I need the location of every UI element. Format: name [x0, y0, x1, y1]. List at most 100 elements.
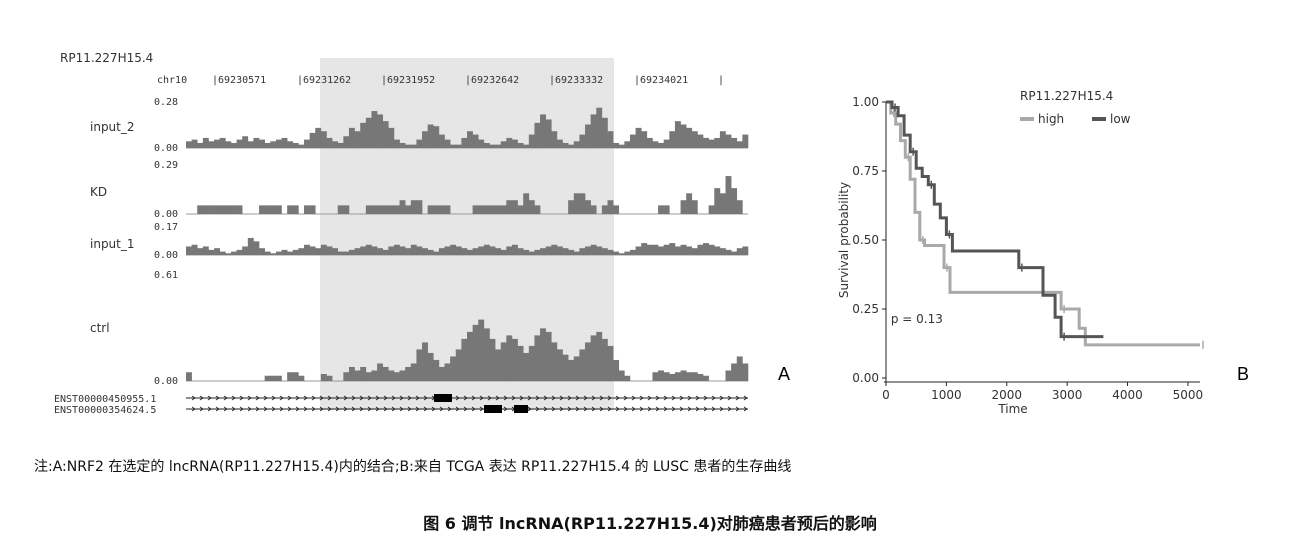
strand-arrow: [255, 395, 260, 401]
signal-bar: [613, 251, 620, 255]
signal-bar: [264, 142, 271, 148]
signal-bar: [545, 331, 552, 381]
signal-bar: [697, 373, 704, 381]
survival-curve-high: [886, 100, 1200, 347]
exon-block: [514, 405, 528, 413]
signal-bar: [309, 205, 316, 214]
survival-curve-low: [886, 100, 1104, 339]
signal-bar: [427, 249, 434, 255]
strand-arrow: [527, 395, 532, 401]
signal-bar: [467, 331, 473, 381]
signal-bar: [680, 370, 687, 381]
signal-bar: [573, 251, 580, 255]
signal-bar: [422, 131, 428, 148]
signal-bar: [438, 248, 445, 255]
signal-bar: [489, 338, 496, 381]
signal-bar: [467, 249, 473, 255]
signal-bar: [438, 366, 445, 381]
strand-arrow: [463, 406, 468, 412]
signal-bar: [714, 137, 721, 148]
strand-arrow: [351, 406, 356, 412]
signal-bar: [298, 248, 305, 255]
strand-arrow: [543, 406, 548, 412]
signal-bar: [585, 200, 591, 214]
signal-bar: [230, 251, 237, 255]
signal-bar: [343, 372, 350, 381]
strand-arrow: [719, 406, 724, 412]
signal-bar: [393, 372, 400, 381]
signal-bar: [230, 205, 237, 214]
signal-bar: [742, 246, 749, 255]
x-tick-label: 0: [882, 388, 890, 402]
signal-bar: [365, 205, 372, 214]
signal-bar: [450, 356, 457, 381]
strand-arrow: [191, 406, 196, 412]
strand-arrow: [543, 395, 548, 401]
signal-bar: [607, 200, 614, 214]
signal-bar: [410, 200, 417, 214]
signal-bar: [590, 205, 597, 214]
strand-arrow: [343, 406, 348, 412]
signal-bar: [736, 248, 743, 255]
strand-arrow: [647, 395, 652, 401]
signal-bar: [236, 139, 243, 148]
strand-arrow: [287, 395, 292, 401]
signal-bar: [506, 137, 513, 148]
signal-bar: [629, 249, 636, 255]
signal-bar: [208, 249, 215, 255]
signal-bar: [360, 366, 367, 381]
strand-arrow: [535, 406, 540, 412]
signal-bar: [393, 244, 400, 255]
strand-arrow: [591, 406, 596, 412]
signal-bar: [596, 331, 603, 381]
strand-arrow: [215, 395, 220, 401]
strand-arrow: [447, 406, 452, 412]
strand-arrow: [583, 406, 588, 412]
track-ymax-label: 0.61: [154, 270, 178, 281]
strand-arrow: [631, 395, 636, 401]
strand-arrow: [263, 406, 268, 412]
signal-bar: [343, 251, 350, 255]
strand-arrow: [583, 395, 588, 401]
signal-bar: [455, 349, 462, 381]
signal-bar: [399, 200, 406, 214]
signal-bar: [382, 366, 389, 381]
strand-arrow: [335, 395, 340, 401]
signal-bar: [708, 205, 715, 214]
signal-bar: [483, 328, 490, 381]
strand-arrow: [743, 406, 748, 412]
signal-bar: [382, 121, 389, 148]
strand-arrow: [415, 395, 420, 401]
strand-arrow: [327, 395, 332, 401]
signal-bar: [703, 137, 709, 148]
signal-bar: [641, 243, 648, 255]
coord-tick-label: |69233332: [549, 75, 603, 86]
signal-bar: [697, 134, 704, 148]
signal-bar: [399, 142, 406, 148]
coord-tick-label: |69230571: [212, 75, 266, 86]
genome-browser-panel: RP11.227H15.4 chr10 |69230571 |69231262 |692…: [54, 51, 749, 416]
signal-bar: [736, 356, 743, 381]
strand-arrow: [327, 406, 332, 412]
signal-bar: [658, 205, 664, 214]
signal-bar: [568, 359, 575, 381]
signal-bar: [371, 246, 378, 255]
signal-bar: [478, 319, 485, 381]
signal-bar: [478, 246, 485, 255]
signal-bar: [320, 244, 327, 255]
signal-bar: [236, 205, 243, 214]
signal-bar: [590, 114, 597, 148]
signal-bar: [697, 244, 704, 255]
signal-bar: [371, 205, 378, 214]
strand-arrow: [279, 395, 284, 401]
signal-bar: [562, 354, 569, 381]
signal-bar: [225, 253, 232, 255]
signal-bar: [259, 139, 265, 148]
signal-bar: [281, 137, 288, 148]
signal-bar: [298, 144, 305, 148]
track-ymin-label: 0.00: [154, 250, 178, 261]
signal-bar: [450, 244, 457, 255]
panel-label-a: A: [778, 364, 791, 384]
signal-bar: [377, 363, 383, 381]
signal-bar: [427, 352, 434, 381]
